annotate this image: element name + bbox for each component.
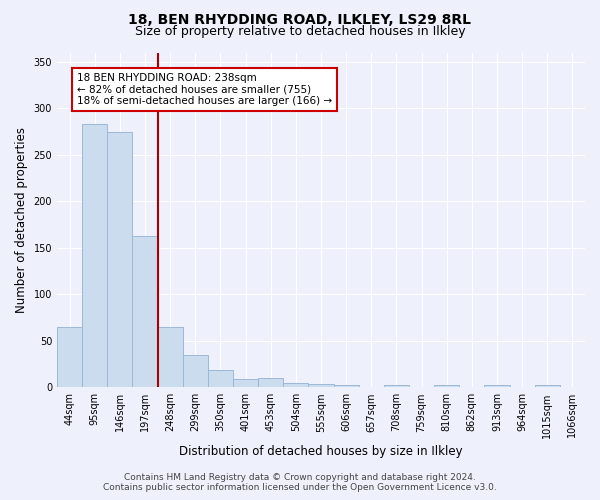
Bar (183, 355, 208, 388)
Bar (258, 378, 283, 388)
Bar (158, 327, 183, 388)
Bar (308, 384, 334, 388)
Bar (233, 379, 258, 388)
Text: Contains HM Land Registry data © Crown copyright and database right 2024.
Contai: Contains HM Land Registry data © Crown c… (103, 473, 497, 492)
Bar (82, 124, 107, 388)
Bar (334, 386, 359, 388)
Bar (484, 386, 509, 388)
Y-axis label: Number of detached properties: Number of detached properties (15, 127, 28, 313)
X-axis label: Distribution of detached houses by size in Ilkley: Distribution of detached houses by size … (179, 444, 463, 458)
Bar (57, 327, 82, 388)
Bar (283, 382, 308, 388)
Bar (133, 236, 158, 388)
Bar (208, 370, 233, 388)
Bar (384, 386, 409, 388)
Bar (107, 132, 133, 388)
Text: Size of property relative to detached houses in Ilkley: Size of property relative to detached ho… (134, 25, 466, 38)
Text: 18 BEN RHYDDING ROAD: 238sqm
← 82% of detached houses are smaller (755)
18% of s: 18 BEN RHYDDING ROAD: 238sqm ← 82% of de… (77, 73, 332, 106)
Text: 18, BEN RHYDDING ROAD, ILKLEY, LS29 8RL: 18, BEN RHYDDING ROAD, ILKLEY, LS29 8RL (128, 12, 472, 26)
Bar (434, 386, 459, 388)
Bar (535, 386, 560, 388)
